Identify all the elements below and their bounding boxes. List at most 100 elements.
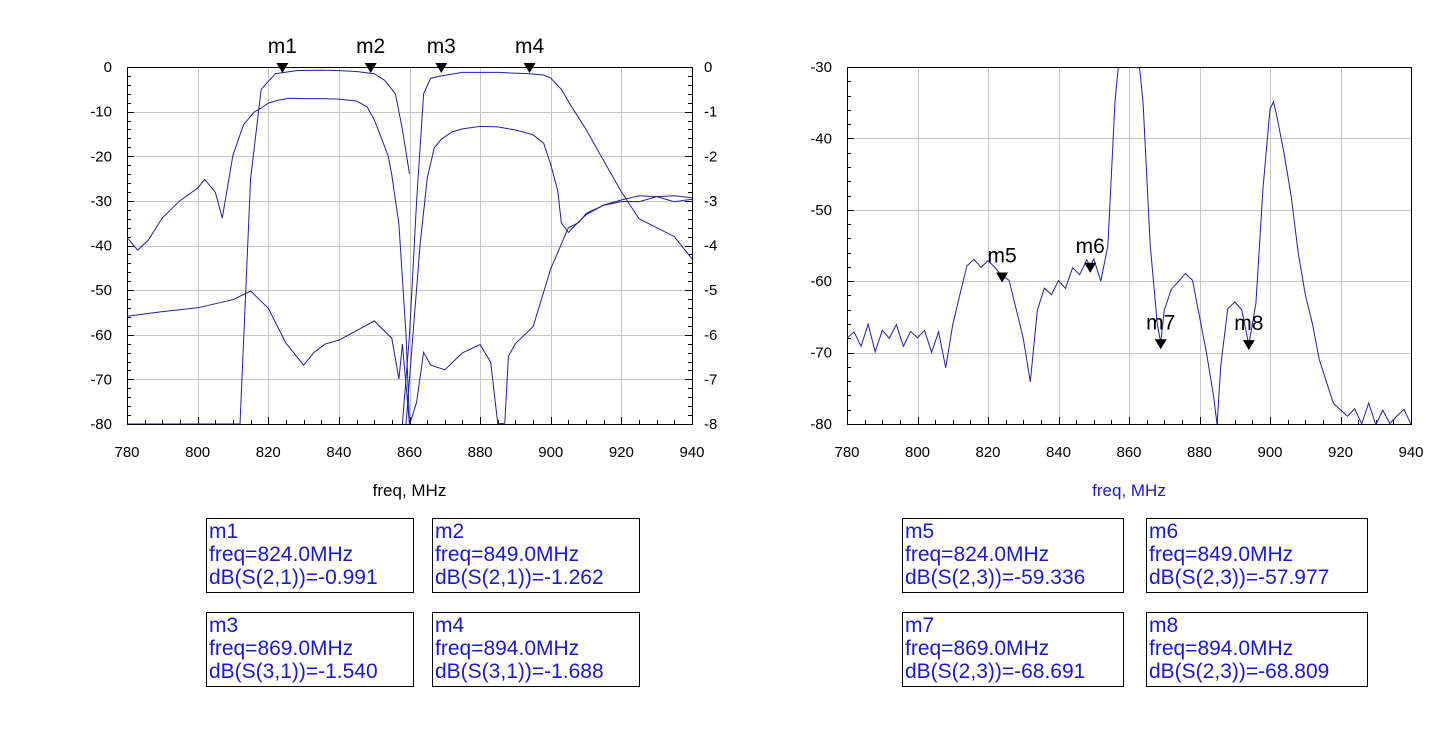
readout-freq: freq=869.0MHz — [209, 637, 354, 660]
readout-name: m4 — [435, 614, 465, 637]
chart-1: 780 800 820 840 860 880 900 920 9400-10-20-30-40… — [90, 35, 717, 500]
marker-readout-m1: m1 freq=824.0MHz dB(S(2,1))=-0.991 — [206, 518, 414, 593]
marker-label-m5: m5 — [988, 244, 1017, 267]
readout-freq: freq=849.0MHz — [1149, 543, 1294, 566]
x-tick-label: 880 — [468, 444, 493, 461]
x-tick-label: 800 — [905, 444, 930, 461]
x-tick-label: 820 — [975, 444, 1000, 461]
y-right-tick-label: -4 — [704, 238, 717, 255]
readout-name: m7 — [905, 614, 935, 637]
marker-readout-m6: m6 freq=849.0MHz dB(S(2,3))=-57.977 — [1146, 518, 1368, 593]
marker-label-m1: m1 — [268, 35, 297, 58]
tick-marks — [127, 67, 693, 424]
readout-freq: freq=824.0MHz — [905, 543, 1050, 566]
readout-value: dB(S(2,3))=-57.977 — [1149, 566, 1330, 589]
x-tick-label: 920 — [609, 444, 634, 461]
series-group — [847, 67, 1411, 424]
y-tick-label: -20 — [90, 148, 112, 165]
readout-value: dB(S(2,3))=-68.691 — [905, 660, 1086, 683]
y-right-tick-label: -6 — [704, 327, 717, 344]
marker-triangle-m1 — [276, 63, 289, 73]
series-line-1 — [847, 67, 1411, 424]
x-tick-label: 820 — [256, 444, 281, 461]
y-tick-label: -60 — [810, 273, 832, 290]
marker-triangle-m7 — [1154, 339, 1167, 350]
x-tick-label: 940 — [679, 444, 704, 461]
readout-value: dB(S(3,1))=-1.540 — [209, 660, 378, 683]
x-tick-label: 880 — [1187, 444, 1212, 461]
readout-name: m1 — [209, 520, 239, 543]
y-tick-label: -50 — [810, 202, 832, 219]
marker-triangle-m5 — [996, 272, 1009, 283]
marker-label-m8: m8 — [1234, 312, 1263, 335]
x-tick-label: 900 — [538, 444, 563, 461]
x-tick-label: 860 — [397, 444, 422, 461]
marker-triangle-m8 — [1242, 340, 1255, 351]
y-right-tick-label: -1 — [704, 104, 717, 121]
marker-readout-m3: m3 freq=869.0MHz dB(S(3,1))=-1.540 — [206, 612, 414, 687]
y-tick-label: -40 — [810, 130, 832, 147]
readout-name: m5 — [905, 520, 935, 543]
x-tick-label: 780 — [834, 444, 859, 461]
chart-2: 780 800 820 840 860 880 900 920 940 -30 -40 -50 -60 -… — [810, 59, 1423, 500]
x-tick-label: 920 — [1328, 444, 1353, 461]
y-tick-label: -10 — [90, 104, 112, 121]
marker-readout-m7: m7 freq=869.0MHz dB(S(2,3))=-68.691 — [902, 612, 1124, 687]
readout-name: m6 — [1149, 520, 1179, 543]
marker-label-m3: m3 — [427, 35, 456, 58]
series-line-4 — [405, 125, 692, 424]
x-tick-label: 800 — [185, 444, 210, 461]
x-tick-label: 900 — [1257, 444, 1282, 461]
tick-marks — [847, 67, 1412, 424]
x-tick-label: 840 — [1046, 444, 1071, 461]
readout-value: dB(S(2,1))=-1.262 — [435, 566, 604, 589]
marker-readout-m5: m5 freq=824.0MHz dB(S(2,3))=-59.336 — [902, 518, 1124, 593]
marker-triangle-m6 — [1084, 262, 1097, 273]
y-tick-label: -60 — [90, 327, 112, 344]
readout-freq: freq=894.0MHz — [1149, 637, 1294, 660]
readout-freq: freq=824.0MHz — [209, 543, 354, 566]
readout-name: m8 — [1149, 614, 1179, 637]
y-right-tick-label: -7 — [704, 371, 717, 388]
marker-triangle-m2 — [364, 63, 377, 73]
readout-freq: freq=849.0MHz — [435, 543, 580, 566]
y-tick-label: -40 — [90, 238, 112, 255]
series-line-1 — [127, 69, 410, 424]
readout-value: dB(S(3,1))=-1.688 — [435, 660, 604, 683]
series-line-3 — [127, 97, 410, 424]
marker-label-m4: m4 — [515, 35, 544, 58]
x-tick-label: 860 — [1116, 444, 1141, 461]
x-tick-label: 780 — [114, 444, 139, 461]
x-axis-label: freq, MHz — [373, 481, 447, 500]
series-line-5 — [127, 195, 692, 424]
marker-label-m6: m6 — [1076, 235, 1105, 258]
readout-name: m2 — [435, 520, 465, 543]
y-right-tick-label: -5 — [704, 282, 717, 299]
marker-readout-m8: m8 freq=894.0MHz dB(S(2,3))=-68.809 — [1146, 612, 1368, 687]
y-tick-label: -30 — [90, 193, 112, 210]
y-tick-label: -80 — [90, 416, 112, 433]
y-tick-label: -70 — [810, 345, 832, 362]
x-tick-label: 840 — [326, 444, 351, 461]
plot-frame — [847, 67, 1412, 425]
readout-freq: freq=869.0MHz — [905, 637, 1050, 660]
readout-value: dB(S(2,1))=-0.991 — [209, 566, 378, 589]
readout-name: m3 — [209, 614, 239, 637]
readout-value: dB(S(2,3))=-68.809 — [1149, 660, 1330, 683]
y-right-tick-label: 0 — [704, 59, 712, 76]
y-right-tick-label: -8 — [704, 416, 717, 433]
marker-readout-m4: m4 freq=894.0MHz dB(S(3,1))=-1.688 — [432, 612, 640, 687]
x-axis-label: freq, MHz — [1092, 481, 1166, 500]
marker-label-m7: m7 — [1146, 311, 1175, 334]
marker-label-m2: m2 — [356, 35, 385, 58]
marker-readout-m2: m2 freq=849.0MHz dB(S(2,1))=-1.262 — [432, 518, 640, 593]
y-right-tick-label: -3 — [704, 193, 717, 210]
x-tick-label: 940 — [1398, 444, 1423, 461]
y-tick-label: -70 — [90, 371, 112, 388]
y-tick-label: 0 — [104, 59, 112, 76]
y-tick-label: -30 — [810, 59, 832, 76]
marker-triangle-m4 — [523, 63, 536, 73]
readout-value: dB(S(2,3))=-59.336 — [905, 566, 1086, 589]
